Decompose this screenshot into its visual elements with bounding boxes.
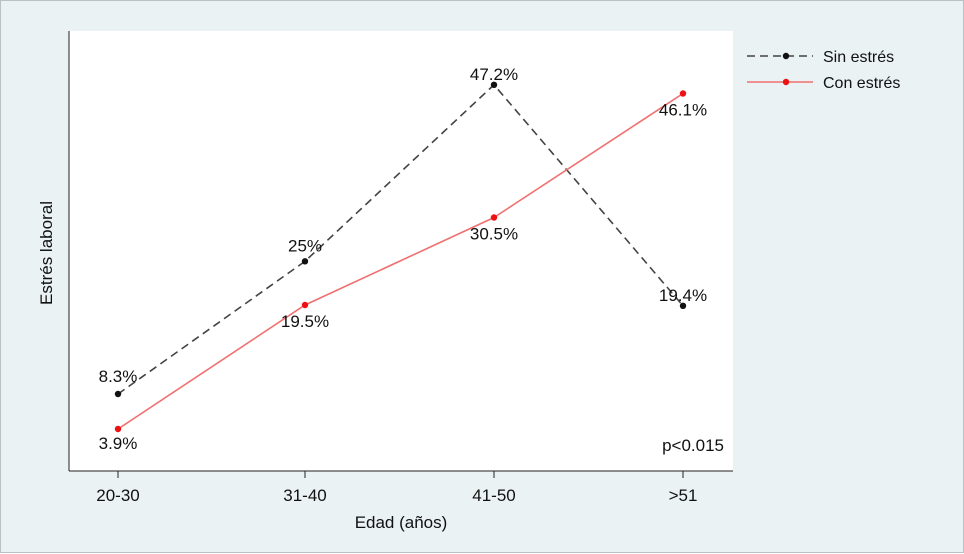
legend-marker [782,78,790,86]
x-tick-label: 41-50 [472,486,515,505]
data-point [490,214,498,221]
data-point [114,390,122,398]
data-label: 19.4% [659,286,707,305]
data-label: 30.5% [470,225,518,244]
series-layer [114,81,687,433]
x-axis-title: Edad (años) [355,513,448,532]
series-line-2 [117,92,684,430]
x-tick-label: 20-30 [96,486,139,505]
data-label: 8.3% [99,367,138,386]
legend-label: Con estrés [823,75,900,92]
axes [68,31,733,472]
data-point [679,302,687,309]
x-tick-label: 31-40 [283,486,326,505]
y-axis-title: Estrés laboral [37,201,56,305]
plot-area [69,31,733,471]
x-ticks: 20-30 31-40 41-50 >51 [96,471,697,505]
data-point [114,425,122,433]
p-value-annotation: p<0.015 [662,436,724,455]
data-labels: 8.3% 25% 47.2% 19.4% 3.9% 19.5% 30.5% 46.1% [99,65,707,453]
series-line-1 [117,83,684,395]
data-point [301,258,309,265]
legend-label: Sin estrés [823,49,894,66]
data-label: 47.2% [470,65,518,84]
x-tick-label: >51 [669,486,698,505]
data-point [679,90,687,97]
data-label: 3.9% [99,434,138,453]
data-point [490,81,498,89]
legend-marker [782,52,790,60]
data-label: 46.1% [659,101,707,120]
data-point [301,301,309,309]
data-label: 19.5% [281,312,329,331]
data-label: 25% [288,236,322,255]
legend: Sin estrés Con estrés [747,49,900,92]
